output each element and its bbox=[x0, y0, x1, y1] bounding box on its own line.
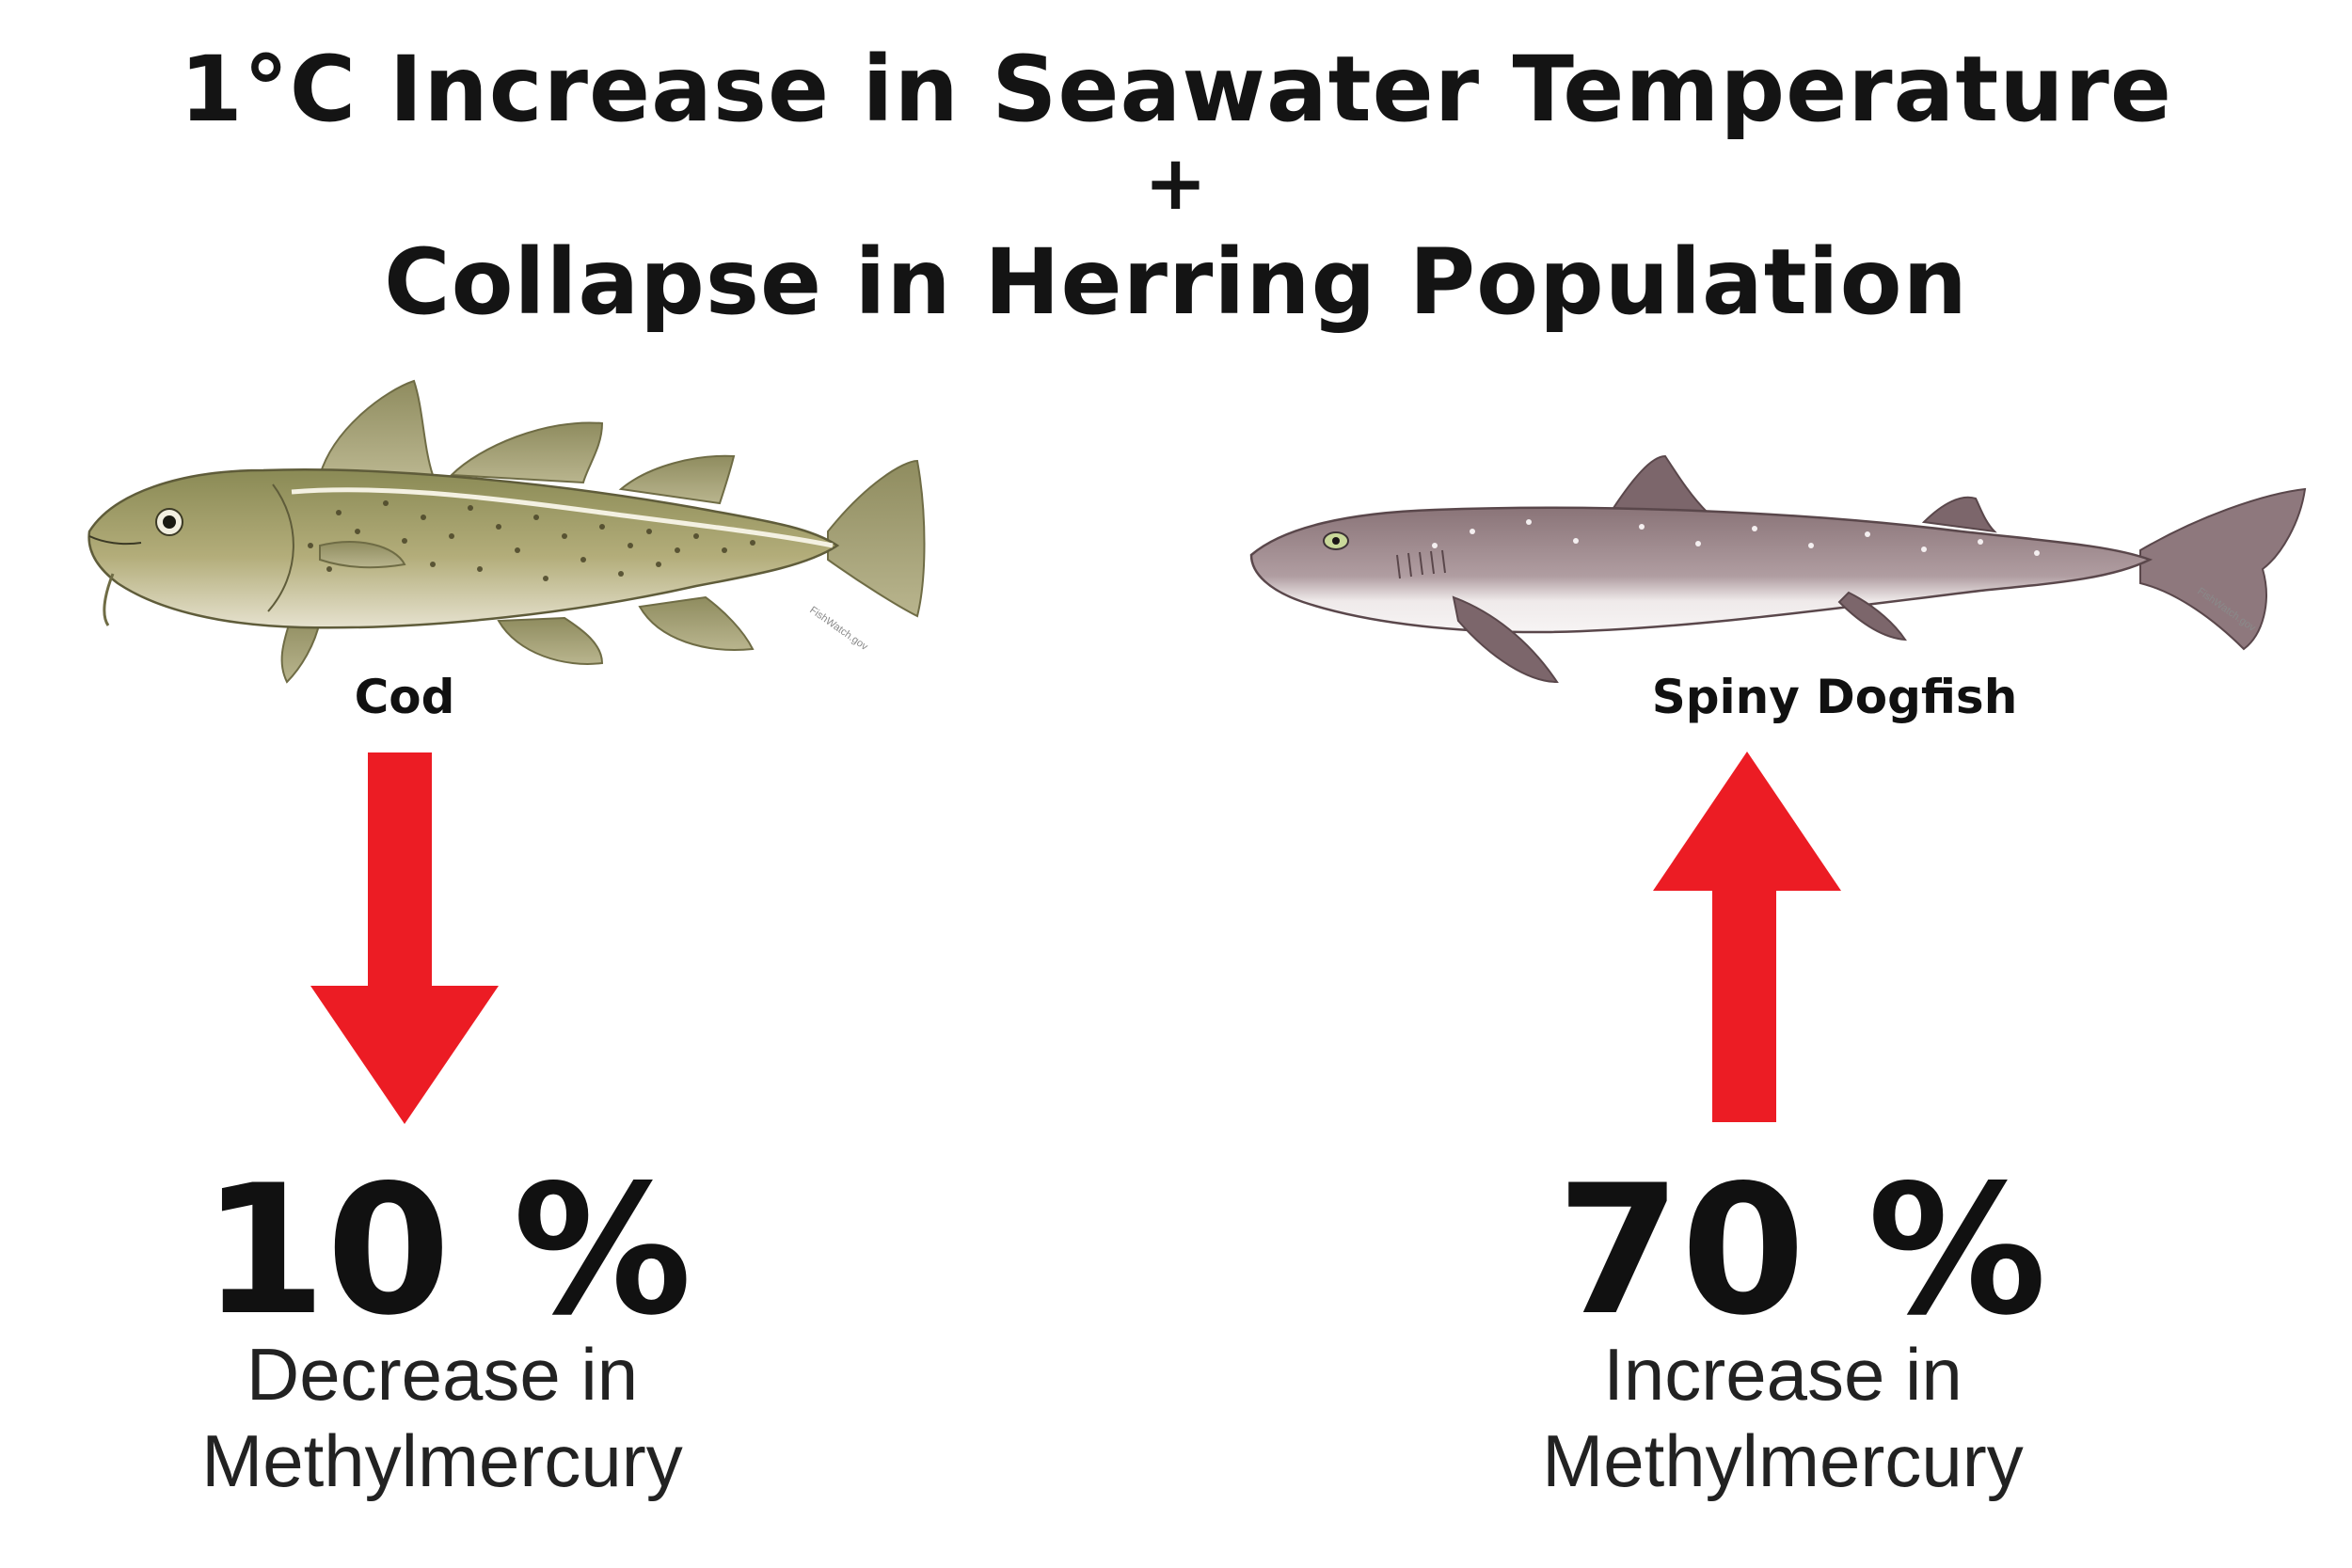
cod-description-line-1: Decrease in bbox=[246, 1333, 639, 1416]
dogfish-description-line-2: Methylmercury bbox=[1542, 1419, 2024, 1502]
dogfish-percent-change: 70 % bbox=[1556, 1147, 2047, 1354]
cod-percent-change: 10 % bbox=[201, 1147, 692, 1354]
decrease-arrow-icon bbox=[310, 752, 499, 1124]
cod-label: Cod bbox=[354, 670, 455, 724]
title-line-2: Collapse in Herring Population bbox=[384, 230, 1968, 335]
title-plus: + bbox=[1143, 139, 1209, 227]
cod-image-credit: FishWatch.gov bbox=[807, 605, 870, 654]
dogfish-description-line-1: Increase in bbox=[1603, 1333, 1963, 1416]
spiny-dogfish-label: Spiny Dogfish bbox=[1651, 670, 2018, 724]
spiny-dogfish-illustration: FishWatch.gov bbox=[1249, 454, 2307, 684]
increase-arrow-icon bbox=[1653, 752, 1841, 1122]
cod-description-line-2: Methylmercury bbox=[201, 1419, 683, 1502]
cod-illustration: FishWatch.gov bbox=[87, 379, 926, 684]
title-line-1: 1°C Increase in Seawater Temperature bbox=[180, 37, 2172, 142]
